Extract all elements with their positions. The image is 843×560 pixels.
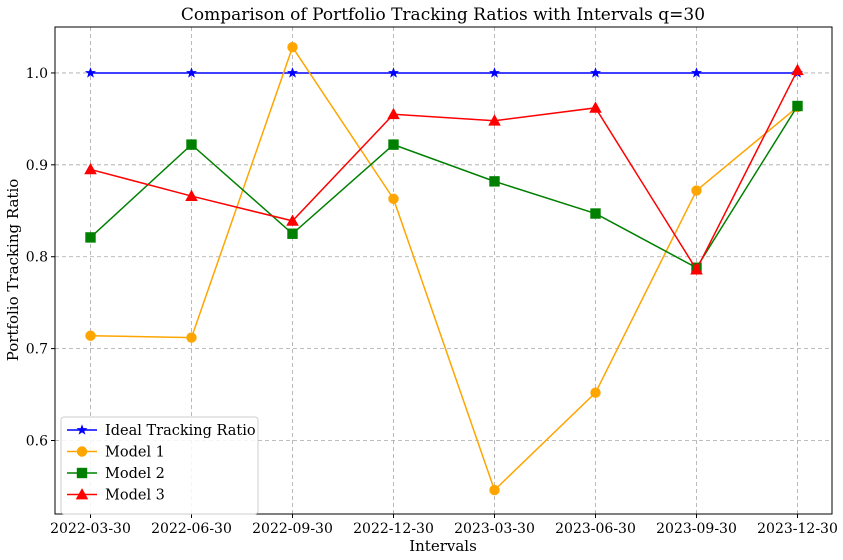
series-model-2 [85, 100, 803, 273]
x-axis: 2022-03-30 2022-06-30 2022-09-30 2022-12-30… [50, 514, 838, 537]
data-point [590, 208, 601, 219]
y-tick-label: 0.7 [26, 342, 48, 358]
data-point [590, 387, 601, 398]
data-point [84, 163, 97, 175]
x-tick-label: 2023-03-30 [454, 521, 535, 537]
y-tick-label: 0.8 [26, 250, 48, 266]
data-point [590, 67, 601, 78]
x-tick-label: 2022-12-30 [353, 521, 434, 537]
series-model-3 [84, 63, 804, 275]
data-point [489, 484, 500, 496]
series-line [90, 45, 798, 492]
data-point [186, 332, 197, 343]
y-tick-label: 0.9 [26, 158, 48, 174]
data-point [287, 67, 298, 78]
data-point [186, 67, 197, 78]
data-point [489, 176, 500, 187]
series-ideal-tracking-ratio [85, 67, 803, 78]
data-point [388, 139, 399, 150]
data-point [691, 67, 702, 78]
x-tick-label: 2023-09-30 [656, 521, 737, 537]
plot-frame [54, 26, 833, 515]
data-point [792, 100, 803, 112]
data-point [791, 63, 804, 76]
legend-marker [76, 424, 88, 435]
data-point [691, 185, 702, 196]
x-tick-label: 2023-06-30 [555, 521, 636, 537]
legend-box [60, 416, 259, 515]
x-tick-label: 2022-06-30 [151, 521, 232, 537]
data-point [286, 214, 299, 226]
y-axis: 0.6 0.7 0.8 0.9 1.0 [26, 66, 55, 449]
legend-label: Ideal Tracking Ratio [105, 423, 256, 439]
legend-entry: Model 2 [67, 466, 165, 482]
data-point [488, 114, 501, 126]
legend-entry: Ideal Tracking Ratio [67, 423, 256, 439]
legend-label: Model 1 [105, 445, 165, 461]
data-point [387, 107, 400, 120]
series-line [89, 105, 799, 269]
x-axis-label: Intervals [409, 537, 477, 555]
y-axis-label: Portfolio Tracking Ratio [4, 179, 22, 362]
legend-entry: Model 1 [67, 445, 165, 461]
legend-marker [75, 488, 89, 500]
data-point [388, 193, 399, 205]
data-point [185, 189, 198, 201]
data-point [589, 101, 602, 113]
data-point [186, 139, 197, 150]
legend-label: Model 2 [105, 466, 165, 482]
data-point [85, 232, 96, 243]
data-point [489, 67, 500, 78]
x-tick-label: 2022-03-30 [50, 521, 131, 537]
data-point [287, 42, 298, 53]
x-tick-label: 2023-12-30 [757, 521, 838, 537]
data-point [287, 228, 298, 239]
y-tick-label: 1.0 [26, 66, 48, 82]
data-point [388, 67, 399, 78]
legend-marker [76, 467, 88, 479]
data-point [85, 67, 96, 78]
series-line [90, 69, 799, 272]
legend-marker [76, 446, 88, 457]
chart-title: Comparison of Portfolio Tracking Ratios … [181, 5, 705, 25]
legend-label: Model 3 [105, 488, 165, 504]
x-tick-label: 2022-09-30 [252, 521, 333, 537]
legend: Ideal Tracking Ratio Model 1 Model 2 Model … [60, 416, 259, 515]
data-point [85, 330, 96, 341]
data-point [690, 263, 703, 275]
legend-entry: Model 3 [67, 488, 165, 504]
y-tick-label: 0.6 [26, 433, 48, 449]
series-layer [84, 42, 804, 496]
